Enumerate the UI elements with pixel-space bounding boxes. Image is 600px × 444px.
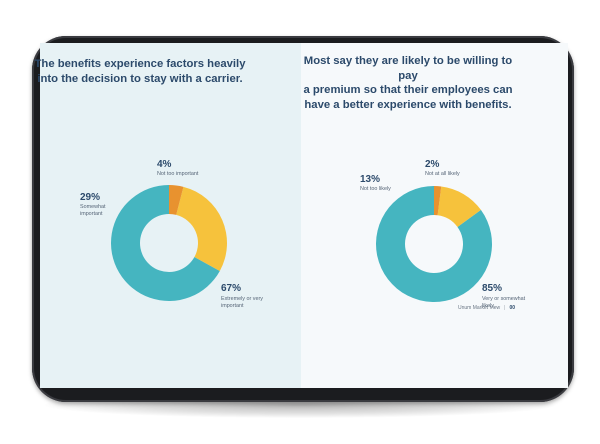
chart-2-slice-3 bbox=[434, 186, 442, 216]
chart-1-slice-1 bbox=[111, 185, 220, 301]
chart-2-slice-3-pct: 2% bbox=[425, 159, 440, 170]
chart-2-donut bbox=[376, 186, 492, 302]
chart-1-title: The benefits experience factors heavily … bbox=[34, 58, 246, 85]
footer-separator: | bbox=[504, 305, 506, 311]
left-page bbox=[40, 43, 301, 388]
right-page bbox=[301, 43, 568, 388]
chart-1-slice-2-pct: 29% bbox=[80, 192, 101, 203]
chart-1-slice-3-pct: 4% bbox=[157, 159, 172, 170]
chart-1-slice-1-pct: 67% bbox=[221, 283, 242, 294]
chart-2-slice-2-pct: 13% bbox=[360, 174, 381, 185]
chart-2-slice-2-label: Not too likely bbox=[360, 186, 391, 192]
chart-2-slice-1-label: Very or somewhat likely bbox=[482, 296, 526, 309]
chart-1-slice-3-label: Not too important bbox=[157, 171, 199, 177]
chart-1-slice-1-label: Extremely or very important bbox=[221, 296, 263, 309]
footer-page-number: 00 bbox=[509, 305, 516, 311]
chart-2-slice-2 bbox=[437, 186, 481, 227]
chart-1-slice-2-label: Somewhat important bbox=[80, 204, 106, 217]
chart-2-slice-1 bbox=[376, 186, 492, 302]
chart-1-slice-3 bbox=[169, 185, 184, 215]
chart-1-slice-2 bbox=[176, 186, 227, 271]
chart-2-title: Most say they are likely to be willing t… bbox=[303, 55, 513, 111]
chart-1-donut bbox=[111, 185, 227, 301]
page-footer: Unum Market View | 00 bbox=[458, 305, 515, 312]
chart-2-slice-3-label: Not at all likely bbox=[425, 171, 460, 177]
footer-source: Unum Market View bbox=[458, 305, 501, 311]
chart-2-slice-1-pct: 85% bbox=[482, 283, 503, 294]
